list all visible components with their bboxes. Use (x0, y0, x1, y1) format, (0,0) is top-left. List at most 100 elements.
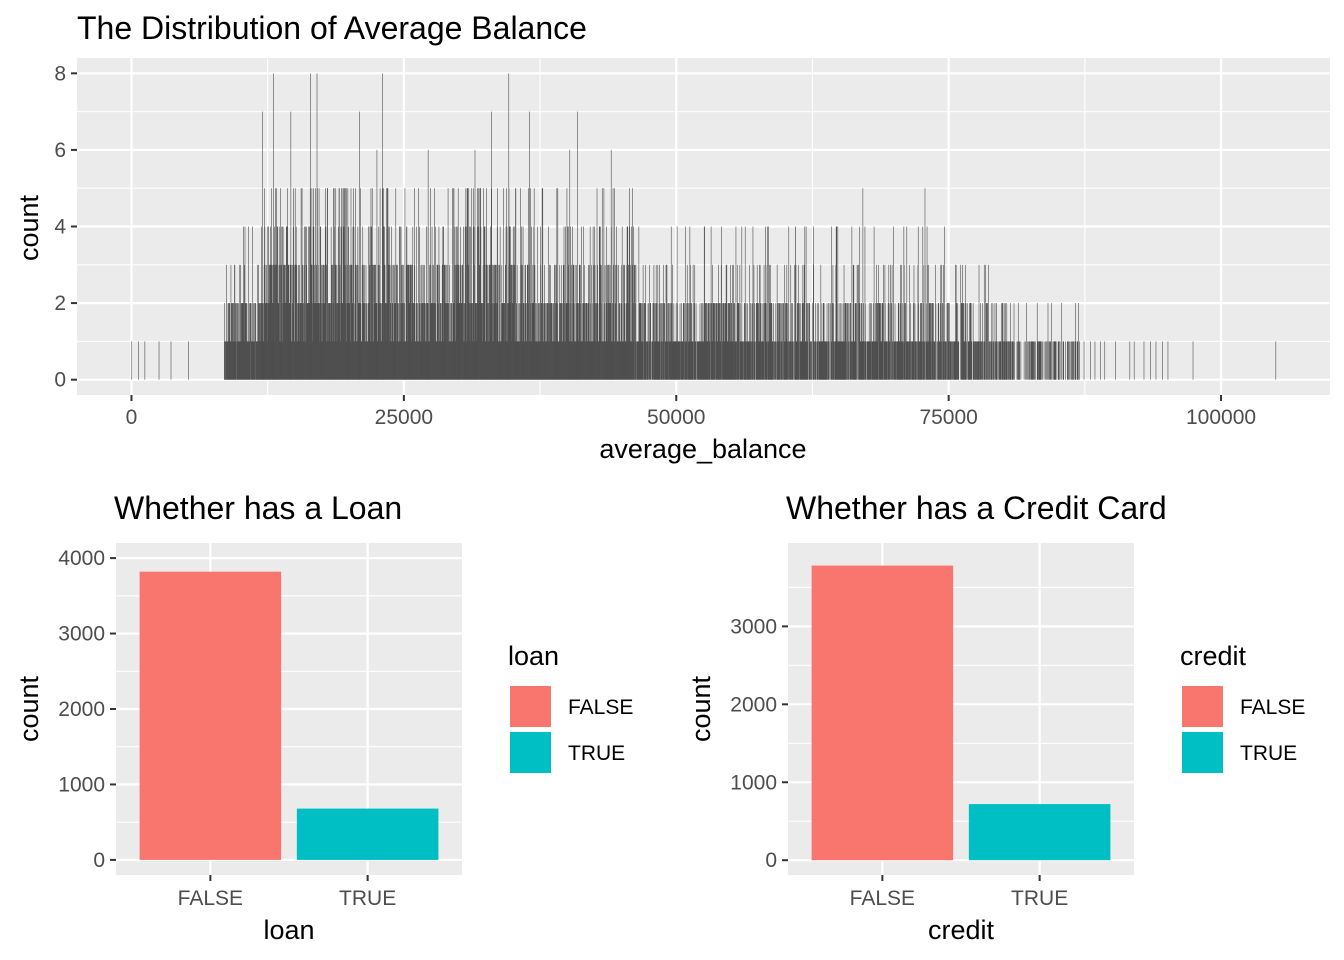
histogram-bar (279, 341, 281, 380)
histogram-bar (553, 303, 554, 380)
histogram-bar (490, 264, 491, 380)
histogram-bar (671, 341, 673, 380)
histogram-bar (417, 341, 418, 380)
histogram-bar (420, 264, 422, 380)
histogram-bar (529, 303, 531, 380)
histogram-bar (924, 188, 926, 380)
histogram-bar (648, 341, 650, 380)
histogram-bar (462, 264, 463, 380)
histogram-bar (1050, 341, 1052, 380)
histogram-bar (964, 264, 966, 380)
histogram-bar (378, 303, 380, 380)
credit-legend-key-true (1182, 732, 1223, 773)
histogram-bar (578, 303, 579, 380)
histogram-bar (274, 264, 276, 380)
histogram-bar (459, 303, 460, 380)
histogram-bar (391, 226, 392, 380)
histogram-bar (828, 341, 829, 380)
histogram-bar (890, 264, 891, 380)
histogram-bar (805, 226, 807, 380)
histogram-bar (446, 264, 448, 380)
histogram-bar (384, 226, 385, 380)
histogram-bar (541, 341, 542, 380)
histogram-bar (545, 303, 547, 380)
histogram-bar (362, 226, 364, 380)
histogram-bar (861, 303, 862, 380)
histogram-bar (633, 264, 635, 380)
histogram-bar (928, 341, 929, 380)
histogram-bar (800, 341, 801, 380)
histogram-bar (733, 303, 735, 380)
histogram-bar (226, 264, 227, 380)
histogram-bar (401, 341, 403, 380)
histogram-bar (548, 303, 550, 380)
histogram-bar (829, 341, 830, 380)
histogram-bar (293, 264, 295, 380)
histogram-chart: The Distribution of Average Balance 0246… (14, 10, 1330, 464)
histogram-bar (592, 303, 594, 380)
histogram-bar (768, 226, 769, 380)
histogram-bar (587, 303, 589, 380)
histogram-y-tick-label: 6 (54, 139, 66, 162)
histogram-bar (314, 303, 316, 380)
histogram-bar (259, 341, 260, 380)
histogram-bar (757, 341, 758, 380)
histogram-bar (761, 341, 763, 380)
histogram-bar (231, 341, 232, 380)
histogram-bar (565, 341, 567, 380)
histogram-bar (551, 303, 552, 380)
histogram-bar (238, 303, 239, 380)
histogram-bar (668, 303, 670, 380)
histogram-bar (234, 264, 236, 380)
histogram-bar (958, 341, 959, 380)
histogram-bar (488, 264, 490, 380)
histogram-bar (243, 303, 244, 380)
histogram-bar (571, 341, 573, 380)
histogram-bar (792, 303, 793, 380)
histogram-bar (289, 264, 291, 380)
histogram-bar (551, 303, 553, 380)
histogram-bar (563, 264, 564, 380)
histogram-bar (470, 341, 471, 380)
histogram-bar (513, 264, 514, 380)
histogram-bar (628, 264, 630, 380)
histogram-bar (360, 341, 362, 380)
histogram-bar (832, 264, 834, 380)
histogram-bar (819, 341, 821, 380)
histogram-bar (1000, 341, 1001, 380)
histogram-bar (607, 341, 609, 380)
histogram-bar (990, 341, 991, 380)
histogram-bar (953, 341, 955, 380)
histogram-bar (631, 341, 632, 380)
histogram-x-tick-label: 75000 (919, 406, 977, 429)
histogram-bar (665, 341, 666, 380)
histogram-bar (408, 264, 410, 380)
histogram-bar (729, 303, 730, 380)
histogram-bar (267, 303, 269, 380)
histogram-bar (611, 341, 613, 380)
histogram-bar (552, 341, 553, 380)
histogram-bar (483, 188, 484, 380)
histogram-bar (299, 264, 300, 380)
histogram-x-tick-label: 0 (126, 406, 138, 429)
histogram-bar (661, 303, 662, 380)
histogram-bar (1162, 341, 1163, 380)
histogram-bar (783, 303, 784, 380)
histogram-bar (887, 341, 888, 380)
histogram-bar (549, 303, 551, 380)
histogram-bar (296, 341, 298, 380)
histogram-bar (686, 264, 688, 380)
histogram-bar (679, 303, 681, 380)
histogram-bar (512, 303, 513, 380)
histogram-bar (384, 264, 386, 380)
histogram-bar (325, 188, 326, 380)
histogram-bar (619, 303, 621, 380)
histogram-bar (676, 226, 678, 380)
histogram-bar (902, 341, 904, 380)
histogram-bar (1005, 341, 1007, 380)
histogram-bar (364, 264, 366, 380)
histogram-bar (252, 226, 253, 380)
histogram-bar (972, 303, 974, 380)
histogram-bar (272, 303, 273, 380)
